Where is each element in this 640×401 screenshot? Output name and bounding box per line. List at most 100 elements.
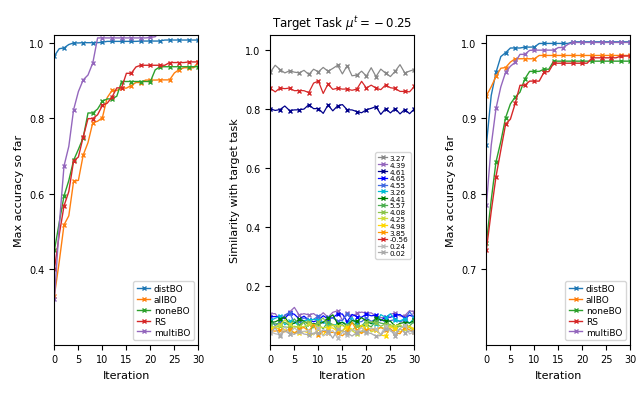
RS — [170, 61, 178, 66]
RS — [123, 72, 131, 77]
3.85 — [392, 331, 399, 336]
4.39 — [300, 312, 308, 316]
RS — [559, 62, 567, 67]
0.02 — [358, 329, 365, 334]
0.24 — [276, 332, 284, 337]
5.57 — [300, 320, 308, 324]
4.98 — [348, 327, 356, 332]
4.08 — [296, 325, 303, 330]
3.85 — [291, 331, 298, 336]
4.41 — [343, 323, 351, 328]
Legend: distBO, allBO, noneBO, RS, multiBO: distBO, allBO, noneBO, RS, multiBO — [565, 281, 626, 340]
4.25 — [315, 324, 323, 329]
distBO — [180, 38, 188, 43]
3.26 — [372, 322, 380, 326]
RS — [151, 64, 159, 69]
multiBO — [584, 41, 591, 46]
3.26 — [286, 319, 294, 324]
4.39 — [334, 309, 342, 314]
4.08 — [286, 325, 294, 330]
allBO — [507, 61, 515, 65]
allBO — [84, 141, 92, 146]
4.41 — [392, 324, 399, 329]
Line: 3.27: 3.27 — [269, 64, 416, 79]
RS — [588, 56, 596, 61]
allBO — [521, 57, 529, 62]
Line: 3.85: 3.85 — [269, 321, 416, 338]
4.65 — [267, 314, 275, 319]
Line: distBO: distBO — [52, 39, 200, 59]
distBO — [175, 38, 183, 43]
RS — [483, 247, 490, 252]
noneBO — [607, 60, 615, 65]
4.61 — [276, 108, 284, 113]
multiBO — [127, 36, 135, 41]
4.25 — [281, 318, 289, 322]
0.02 — [377, 333, 385, 338]
3.27 — [315, 70, 323, 75]
-0.56 — [305, 91, 313, 96]
distBO — [170, 38, 178, 43]
distBO — [93, 41, 101, 46]
distBO — [535, 42, 543, 47]
4.98 — [276, 328, 284, 332]
4.25 — [381, 326, 389, 331]
5.57 — [305, 331, 313, 336]
4.41 — [381, 319, 389, 324]
allBO — [161, 78, 169, 83]
5.57 — [367, 325, 375, 330]
distBO — [588, 41, 596, 45]
distBO — [492, 71, 500, 76]
4.39 — [372, 314, 380, 319]
4.41 — [367, 322, 375, 326]
allBO — [123, 87, 131, 91]
4.39 — [291, 305, 298, 310]
4.61 — [324, 103, 332, 108]
3.26 — [324, 322, 332, 326]
4.08 — [281, 325, 289, 330]
3.85 — [305, 329, 313, 334]
Line: RS: RS — [52, 61, 200, 271]
4.65 — [286, 311, 294, 316]
3.26 — [387, 312, 394, 316]
multiBO — [579, 41, 586, 46]
noneBO — [507, 102, 515, 107]
4.08 — [305, 320, 313, 324]
-0.56 — [387, 86, 394, 91]
allBO — [593, 54, 600, 59]
allBO — [612, 54, 620, 59]
4.08 — [387, 322, 394, 327]
allBO — [113, 89, 121, 94]
noneBO — [170, 65, 178, 70]
RS — [56, 233, 63, 238]
5.57 — [377, 321, 385, 326]
noneBO — [535, 70, 543, 75]
RS — [195, 61, 202, 65]
-0.56 — [296, 89, 303, 94]
4.08 — [267, 324, 275, 328]
RS — [113, 86, 121, 91]
RS — [79, 135, 87, 140]
-0.56 — [324, 82, 332, 87]
noneBO — [511, 95, 519, 100]
4.98 — [367, 326, 375, 331]
noneBO — [185, 65, 193, 70]
4.41 — [267, 320, 275, 325]
4.65 — [377, 318, 385, 323]
5.57 — [372, 319, 380, 324]
4.98 — [343, 325, 351, 330]
multiBO — [170, 29, 178, 34]
4.55 — [324, 314, 332, 319]
noneBO — [497, 140, 504, 145]
4.08 — [276, 324, 284, 329]
0.02 — [310, 331, 317, 336]
noneBO — [627, 60, 634, 65]
noneBO — [603, 60, 611, 65]
noneBO — [526, 70, 534, 75]
4.61 — [343, 108, 351, 113]
RS — [84, 117, 92, 122]
4.25 — [387, 323, 394, 328]
3.27 — [271, 64, 279, 69]
noneBO — [593, 60, 600, 65]
-0.56 — [367, 83, 375, 88]
